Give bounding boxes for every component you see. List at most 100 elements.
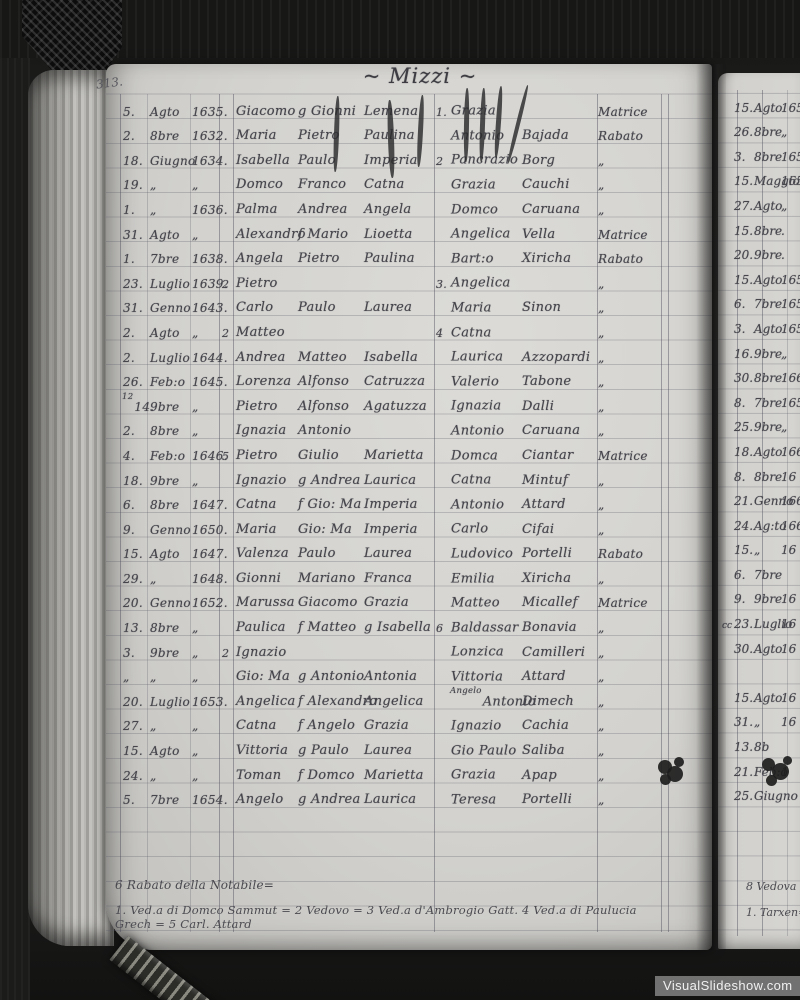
cell-mother: Laurea: [364, 300, 413, 316]
register-row: 31. Genno 1643. Carlo Paulo Laurea Maria…: [120, 291, 712, 316]
next-page-row: 15. Maggio 1650: [722, 164, 800, 189]
column-rule: [233, 94, 234, 932]
cell-mother: Franca: [364, 570, 413, 586]
cell-spouse: Matteo: [451, 595, 500, 611]
cell-day: 8.: [734, 395, 746, 410]
next-page-row: 16. 9bre „: [722, 336, 800, 361]
cell-year: 1645.: [192, 375, 228, 390]
cell-father: g Gionni: [298, 103, 357, 119]
cell-name: Gio: Ma: [236, 669, 291, 685]
column-rule: [434, 94, 435, 932]
cell-spouse: Grazia: [451, 177, 496, 193]
next-page-row: 30. 8bre 166: [722, 361, 800, 386]
cell-name: Carlo: [236, 300, 274, 316]
cell-year: .: [781, 248, 785, 263]
cell-surname: Micallef: [522, 595, 578, 611]
cell-month: 8bre: [754, 149, 783, 164]
register-row: 2. 8bre 1632. Maria Pietro Paulina Anton…: [120, 119, 712, 144]
cell-mother: Angelica: [364, 693, 424, 709]
cell-day: 13.: [734, 740, 754, 755]
cell-month: 7bre: [754, 567, 783, 582]
cell-month: Agto: [754, 100, 783, 115]
cell-surname: Vella: [522, 226, 556, 242]
cell-spouse: Catna: [451, 472, 492, 488]
cell-day: 6.: [734, 567, 746, 582]
register-row: 23. Luglio 1639. 2 Pietro 3. Angelica „: [120, 266, 712, 291]
cell-month: „: [754, 715, 761, 730]
cell-surname: Attard: [522, 669, 566, 685]
cell-father: Pietro: [298, 251, 340, 267]
cell-place: Rabato: [598, 547, 644, 562]
cell-note-number: 6: [436, 622, 444, 636]
cell-year: „: [192, 670, 199, 685]
cell-day: 15.: [734, 100, 754, 115]
cell-month: Agto: [150, 227, 180, 242]
cell-surname: Bajada: [522, 128, 569, 144]
next-page-row: 30. Agto 16: [722, 631, 800, 656]
cell-day: 6.: [123, 498, 136, 513]
cell-month: 9bre: [754, 420, 783, 435]
cell-name: Pietro: [236, 447, 278, 463]
register-row: 2. Agto „ 2 Matteo 4 Catna „: [120, 315, 712, 340]
register-row: 15. Agto „ Vittoria g Paulo Laurea Gio P…: [120, 733, 712, 758]
cell-father: Pietro: [298, 128, 340, 144]
cell-year: 165: [781, 395, 800, 410]
cell-day-note: 12: [122, 391, 134, 402]
register-row: 24. „ „ Toman f Domco Marietta Grazia Ap…: [120, 758, 712, 783]
cell-month: Luglio: [754, 617, 793, 632]
cell-month: 9bre: [150, 473, 180, 488]
cell-year: 165: [781, 149, 800, 164]
cell-surname: Saliba: [522, 743, 565, 759]
cell-spouse: Gio Paulo: [451, 743, 517, 759]
cell-surname: Caruana: [522, 423, 581, 439]
cell-year: „: [192, 645, 199, 660]
cell-name: Gionni: [236, 570, 282, 586]
cell-month: 9bre: [754, 346, 783, 361]
cell-year: 1657: [781, 272, 800, 287]
cell-day: 8.: [734, 469, 746, 484]
cell-place: Rabato: [598, 252, 644, 267]
cell-father: Giulio: [298, 447, 339, 463]
cell-place: „: [598, 645, 605, 660]
register-row: 18. 9bre „ Ignazio g Andrea Laurica Catn…: [120, 463, 712, 488]
cell-month: Genno: [150, 596, 191, 611]
cell-father: Mariano: [298, 570, 356, 586]
cell-spouse: Carlo: [451, 521, 489, 537]
cell-mother: Lemena: [364, 104, 436, 119]
cell-day: 25.: [734, 789, 754, 804]
cell-spouse: Angelica: [451, 275, 511, 291]
cell-month: 8bre: [754, 371, 783, 386]
next-page-row: 13. 8b: [722, 729, 800, 754]
cell-month: Agto: [754, 198, 783, 213]
next-page-row: 6. 7bre: [722, 557, 800, 582]
cell-day: 23.: [123, 276, 143, 291]
watermark-visualslideshow[interactable]: VisualSlideshow.com: [655, 976, 800, 996]
cell-name: Matteo: [236, 324, 285, 340]
cell-month: Agto: [150, 325, 180, 340]
cell-mother: Catna: [364, 177, 405, 193]
cell-day: 1214.: [122, 391, 155, 414]
cell-day: 30.: [734, 641, 754, 656]
cell-year: „: [192, 719, 199, 734]
cell-year: „: [192, 473, 199, 488]
cell-month: 8bre: [150, 129, 180, 144]
register-row: 13. 8bre „ Paulica f Matteo g Isabella 6…: [120, 610, 712, 635]
cell-spouse: Grazia: [451, 103, 496, 119]
cell-day: 2.: [123, 129, 136, 144]
cell-day: 6.: [734, 297, 746, 312]
cell-note-number: 4: [436, 326, 444, 340]
cell-day: 26.: [123, 375, 143, 390]
cell-name: Catna: [236, 497, 277, 513]
cell-surname: Caruana: [522, 201, 581, 217]
cell-father: Giacomo: [298, 595, 358, 611]
cell-year: 1650: [781, 174, 800, 189]
cell-spouse: Laurica: [451, 349, 504, 365]
cell-name: Domco: [236, 177, 284, 193]
next-page-row: 26. 8bre „: [722, 115, 800, 139]
cell-father: Alfonso: [298, 398, 350, 414]
next-page-footnote: 8 Vedova di: [746, 880, 800, 893]
cell-place: „: [598, 670, 605, 685]
cell-day: 1.: [123, 252, 136, 267]
cell-mother: g Isabella: [364, 620, 432, 636]
